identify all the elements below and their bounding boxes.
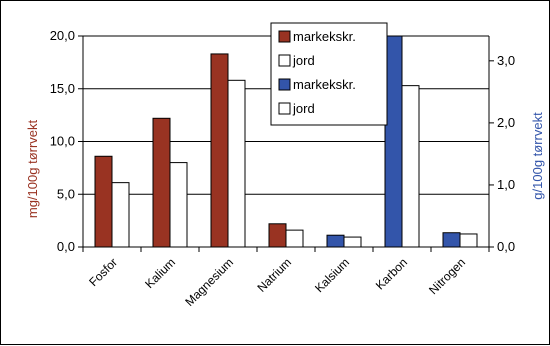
bar-magnesium-markekskr bbox=[210, 53, 229, 248]
y-right-tick-label: 0,0 bbox=[497, 239, 515, 254]
bar-kalsium-jord bbox=[343, 236, 362, 248]
legend-swatch bbox=[278, 102, 291, 115]
y-right-axis-label: g/100g tørrvekt bbox=[530, 112, 545, 200]
legend-swatch bbox=[278, 54, 291, 67]
bar-nitrogen-jord bbox=[459, 233, 478, 248]
y-right-ticks: 0,0 1,0 2,0 3,0 bbox=[489, 53, 515, 254]
x-category-label: Karbon bbox=[373, 255, 410, 292]
y-left-tick-label: 5,0 bbox=[57, 186, 75, 201]
y-left-tick-label: 20,0 bbox=[50, 28, 75, 43]
bar-nitrogen-markekskr bbox=[442, 232, 461, 248]
x-category-label: Magnesium bbox=[182, 255, 236, 309]
x-category-label: Fosfor bbox=[86, 255, 120, 289]
bar-karbon-jord bbox=[401, 85, 420, 248]
legend-swatch bbox=[278, 30, 291, 43]
bar-natrium-markekskr bbox=[268, 223, 287, 248]
y-right-tick-label: 1,0 bbox=[497, 177, 515, 192]
bar-natrium-jord bbox=[285, 229, 304, 248]
bars bbox=[94, 35, 478, 248]
y-left-tick-label: 0,0 bbox=[57, 239, 75, 254]
bar-karbon-markekskr bbox=[384, 35, 403, 248]
x-category-label: Kalium bbox=[142, 255, 178, 291]
x-category-label: Natrium bbox=[255, 255, 295, 295]
legend-swatch bbox=[278, 78, 291, 91]
bar-kalsium-markekskr bbox=[326, 234, 345, 248]
legend: markekskr. jord markekskr. jord bbox=[270, 22, 388, 126]
bar-fosfor-jord bbox=[111, 182, 130, 248]
y-left-axis-label: mg/100g tørrvekt bbox=[25, 119, 40, 218]
legend-entry-label: jord bbox=[292, 53, 315, 68]
legend-entry-label: markekskr. bbox=[293, 77, 356, 92]
y-right-tick-label: 3,0 bbox=[497, 53, 515, 68]
bar-kalium-jord bbox=[169, 162, 188, 248]
bar-kalium-markekskr bbox=[152, 117, 171, 248]
y-left-ticks: 0,0 5,0 10,0 15,0 20,0 bbox=[50, 28, 83, 254]
y-right-tick-label: 2,0 bbox=[497, 115, 515, 130]
legend-entry-label: markekskr. bbox=[293, 29, 356, 44]
bar-fosfor-markekskr bbox=[94, 155, 113, 248]
x-category-labels: Fosfor Kalium Magnesium Natrium Kalsium Karbo… bbox=[86, 255, 468, 309]
x-category-label: Nitrogen bbox=[426, 255, 468, 297]
legend-entry-label: jord bbox=[292, 101, 315, 116]
y-left-tick-label: 10,0 bbox=[50, 134, 75, 149]
bar-magnesium-jord bbox=[227, 79, 246, 248]
x-category-label: Kalsium bbox=[312, 255, 352, 295]
y-left-tick-label: 15,0 bbox=[50, 81, 75, 96]
